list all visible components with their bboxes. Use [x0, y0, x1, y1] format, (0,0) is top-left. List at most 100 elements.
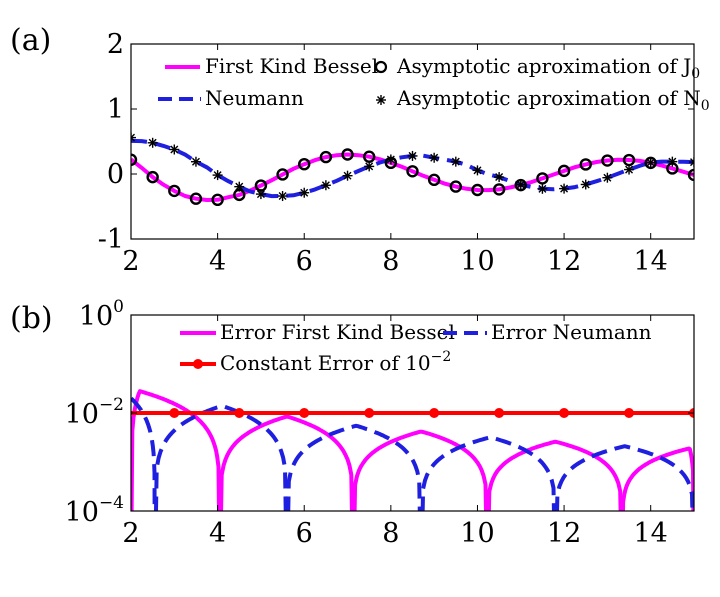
x-tick-label: 6	[296, 518, 313, 549]
constant-error-marker	[169, 408, 180, 418]
panel-b-legend: Error First Kind Bessel Error Neumann Co…	[180, 320, 652, 375]
x-tick-label: 12	[547, 246, 581, 277]
legend-marker-asymptotic-n0	[376, 95, 386, 105]
series-arch-error-first-kind-bessel	[486, 439, 623, 511]
series-arch-error-neumann	[131, 396, 157, 511]
legend-label-constant-error: Constant Error of 10−2	[220, 349, 451, 375]
marker-n0-point	[559, 183, 570, 194]
legend-marker-asymptotic-j0	[374, 60, 388, 74]
y-tick-label: 0	[107, 159, 124, 190]
panel-b: (b) 2 4 6 8 10 12 14 10−4 10−2 100 Error First Ki…	[10, 297, 695, 549]
marker-n0-point	[580, 179, 591, 190]
legend-label-error-neumann: Error Neumann	[491, 320, 652, 344]
panel-a-legend: First Kind Bessel Asymptotic aproximatio…	[158, 54, 710, 114]
y-tick-label: 2	[107, 29, 124, 60]
constant-error-marker	[234, 408, 245, 418]
marker-n0-point	[255, 189, 266, 200]
marker-j0-point	[536, 172, 549, 185]
y-tick-label: 10−4	[65, 493, 124, 528]
marker-n0-point	[277, 191, 288, 202]
x-tick-label: 8	[382, 246, 399, 277]
x-tick-label: 12	[547, 518, 581, 549]
series-arch-error-first-kind-bessel	[131, 389, 221, 511]
marker-n0-point	[342, 170, 353, 181]
series-arch-error-neumann	[420, 435, 556, 511]
marker-n0-point	[407, 150, 418, 161]
series-line-neumann	[131, 138, 694, 199]
marker-j0-point	[492, 183, 506, 196]
marker-n0-point	[169, 144, 180, 155]
marker-n0-point	[234, 181, 245, 192]
marker-j0-point	[471, 183, 484, 197]
marker-n0-point	[667, 156, 678, 167]
constant-error-marker	[299, 408, 310, 418]
legend-label-neumann: Neumann	[205, 86, 304, 110]
marker-n0-point	[494, 172, 505, 183]
panel-a-label: (a)	[10, 23, 51, 58]
legend-marker-constant-error	[193, 359, 203, 369]
marker-n0-point	[537, 183, 548, 194]
x-tick-label: 4	[209, 246, 226, 277]
marker-n0-point	[131, 132, 136, 143]
marker-n0-point	[385, 154, 396, 165]
legend-label-first-kind-bessel: First Kind Bessel	[205, 54, 378, 78]
constant-error-marker	[559, 408, 570, 418]
x-tick-label: 10	[460, 518, 494, 549]
constant-error-marker	[624, 408, 635, 418]
marker-j0-point	[557, 164, 571, 178]
x-tick-label: 2	[122, 246, 139, 277]
marker-j0-point	[579, 158, 592, 171]
marker-j0-point	[298, 157, 311, 171]
marker-n0-point	[515, 179, 526, 190]
x-tick-label: 14	[634, 518, 668, 549]
constant-error-marker	[494, 408, 505, 418]
y-tick-label: -1	[98, 224, 124, 255]
marker-j0-point	[131, 153, 138, 166]
panel-a-axes-box	[130, 43, 695, 240]
series-arch-error-first-kind-bessel	[352, 429, 489, 511]
marker-j0-point	[211, 193, 224, 207]
marker-n0-point	[320, 180, 331, 191]
x-tick-label: 10	[460, 246, 494, 277]
marker-n0-point	[147, 137, 158, 148]
x-tick-label: 6	[296, 246, 313, 277]
marker-j0-point	[687, 168, 694, 182]
x-tick-label: 4	[209, 518, 226, 549]
x-tick-label: 8	[382, 518, 399, 549]
x-tick-label: 14	[634, 246, 668, 277]
y-tick-label: 100	[79, 297, 124, 332]
y-tick-label: 10−2	[65, 395, 124, 430]
marker-j0-point	[427, 173, 441, 187]
marker-n0-point	[472, 165, 483, 176]
series-arch-error-first-kind-bessel	[219, 414, 354, 511]
marker-j0-point	[146, 170, 159, 184]
marker-n0-point	[364, 161, 375, 172]
constant-error-marker	[429, 408, 440, 418]
series-arch-error-first-kind-bessel	[620, 446, 694, 511]
legend-label-asymptotic-j0: Asymptotic aproximation of J0	[396, 54, 700, 82]
marker-n0-point	[689, 157, 694, 168]
marker-n0-point	[450, 156, 461, 167]
panel-b-label: (b)	[10, 301, 53, 336]
marker-j0-point	[406, 165, 419, 178]
marker-j0-point	[276, 168, 289, 181]
marker-j0-point	[168, 184, 181, 198]
series-arch-error-neumann	[286, 423, 422, 511]
marker-n0-point	[602, 172, 613, 183]
marker-n0-point	[212, 170, 223, 181]
legend-label-asymptotic-n0: Asymptotic aproximation of N0	[396, 86, 710, 114]
marker-n0-point	[429, 152, 440, 163]
marker-j0-point	[341, 148, 354, 161]
series-arch-error-neumann	[555, 444, 694, 511]
marker-n0-point	[624, 164, 635, 175]
marker-n0-point	[190, 156, 201, 167]
marker-n0-point	[299, 187, 310, 198]
marker-n0-point	[645, 157, 656, 168]
marker-j0-point	[189, 192, 203, 205]
marker-j0-point	[319, 150, 333, 164]
legend-label-error-first-kind-bessel: Error First Kind Bessel	[220, 320, 455, 344]
marker-j0-point	[601, 154, 614, 167]
x-tick-label: 2	[122, 518, 139, 549]
